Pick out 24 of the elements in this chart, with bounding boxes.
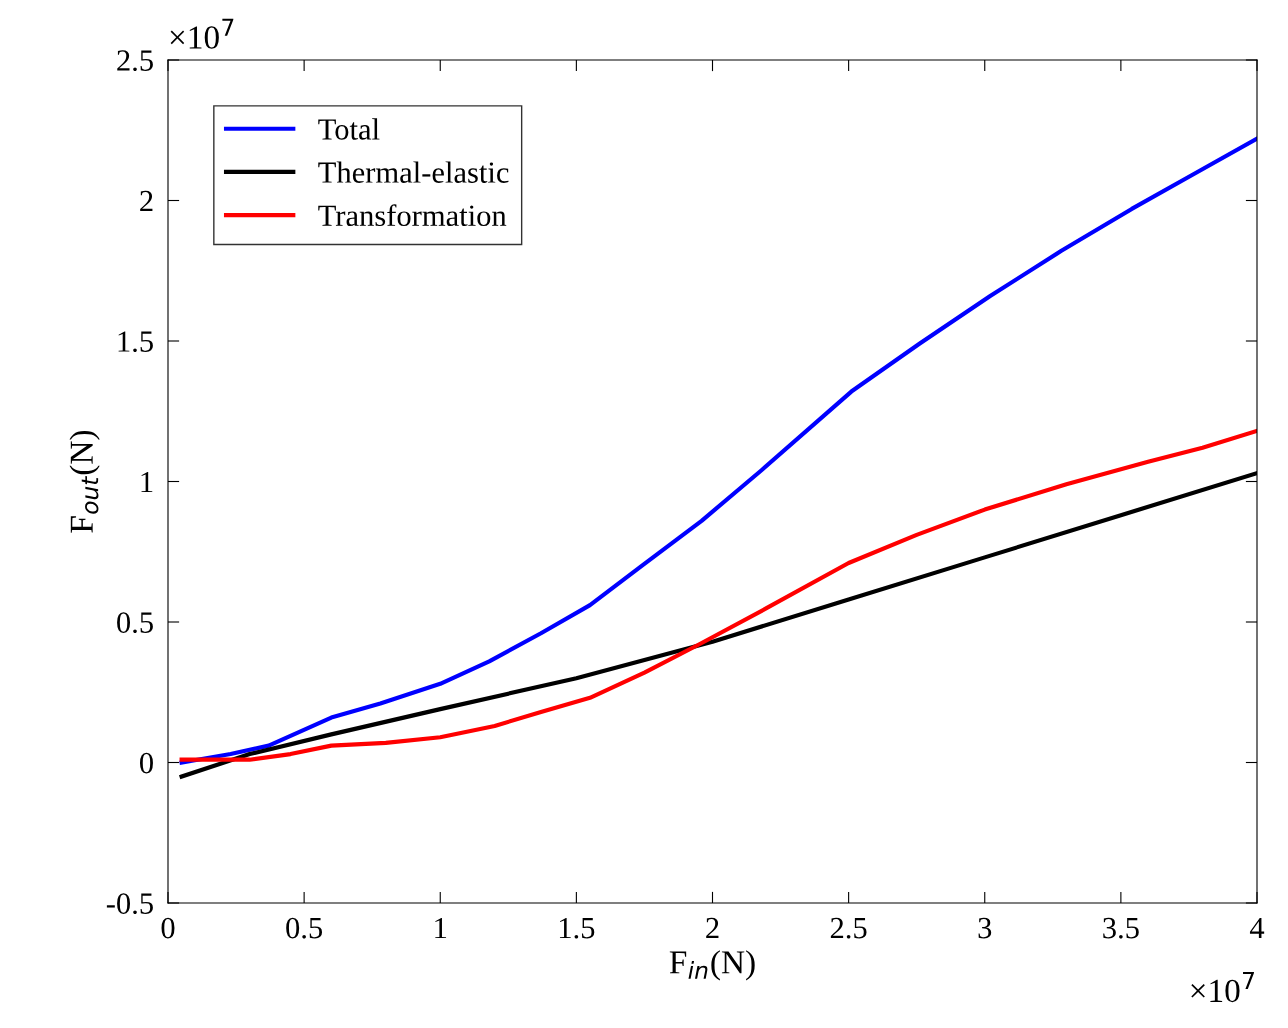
x-axis-title: F$_{in}$(N) [669,950,755,981]
x-tick-label: 4 [1249,917,1265,939]
x-tick-label: 1 [435,917,447,939]
y-tick-label: 1.5 [118,331,153,353]
legend-label: Total [318,118,380,140]
x-tick-label: 0 [161,917,175,939]
text: ×10$^{7}$ [1191,972,1254,1003]
x-tick-label: 2.5 [830,917,867,939]
x-tick-label: 1.5 [559,917,595,939]
y-tick-label: 1 [141,471,153,493]
legend-label: Transformation [318,204,507,227]
y-tick-label: 2 [140,190,153,212]
x-tick-label: 0.5 [286,917,323,939]
x-tick-label: 3.5 [1103,917,1139,939]
x-tick-label: 2 [706,917,719,939]
legend-label: Thermal-elastic [318,161,509,183]
text: ×10$^{7}$ [170,18,234,49]
y-tick-label: 2.5 [117,50,153,72]
line-series [179,428,1257,762]
x-tick-label: 3 [978,917,992,939]
y-tick-label: 0 [140,752,153,774]
y-tick-label: 0.5 [117,612,153,634]
y-axis-title: F$_{out}$(N) [69,430,100,533]
y-tick-label: -0.5 [106,893,153,915]
